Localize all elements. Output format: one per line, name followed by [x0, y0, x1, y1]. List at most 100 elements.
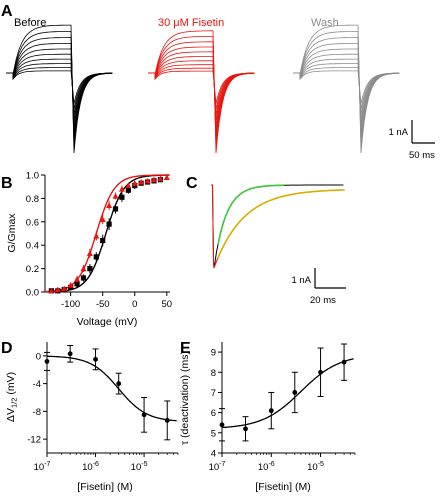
e-x-tick-label: 10-7	[209, 461, 226, 473]
fisetin-exponential-fit	[217, 189, 345, 259]
b-y-tick-label: 0.4	[26, 241, 39, 252]
data-point	[74, 281, 80, 287]
data-point	[44, 359, 50, 364]
data-point	[268, 408, 274, 414]
current-trace	[293, 43, 400, 137]
scale-bar-c: 1 nA 20 ms	[291, 268, 346, 306]
data-point	[150, 176, 157, 183]
data-point	[141, 412, 147, 418]
condition-before-label: Before	[14, 17, 46, 29]
current-trace	[148, 56, 255, 126]
data-point	[157, 175, 164, 182]
current-trace	[6, 43, 113, 137]
e-y-tick-label: 8	[211, 368, 216, 379]
b-x-axis-label: Voltage (mV)	[77, 316, 138, 328]
control-exponential-fit	[217, 184, 285, 245]
data-point	[116, 381, 122, 387]
data-point	[125, 182, 132, 189]
d-y-axis-label: ΔV1/2 (mV)	[5, 372, 19, 422]
panel-label-b: B	[1, 175, 13, 192]
data-point	[164, 417, 170, 423]
data-point	[163, 174, 170, 180]
data-point	[74, 276, 81, 282]
b-y-tick-label: 0.6	[26, 217, 39, 228]
scale-bar-c-current: 1 nA	[291, 275, 311, 286]
d-y-tick-label: -4	[33, 379, 41, 390]
scale-bar-a-current: 1 nA	[388, 127, 408, 138]
b-y-axis-label: G/Gmax	[6, 213, 18, 253]
e-y-tick-label: 9	[211, 348, 216, 359]
current-trace	[293, 24, 400, 154]
data-point	[112, 206, 119, 212]
data-point	[106, 221, 112, 227]
current-trace	[148, 60, 255, 121]
panel-label-c: C	[186, 175, 198, 192]
trace-families	[6, 24, 400, 154]
data-point	[54, 286, 61, 293]
b-y-tick-label: 0.2	[26, 264, 39, 275]
data-point	[144, 177, 151, 184]
d-x-tick-label: 10-6	[82, 461, 99, 473]
current-trace	[148, 30, 255, 154]
data-point	[80, 265, 87, 272]
b-y-tick-label: 0.0	[26, 288, 39, 299]
e-y-tick-label: 7	[211, 388, 216, 399]
data-point	[125, 187, 131, 193]
e-y-tick-label: 5	[211, 428, 216, 439]
panel-label-e: E	[180, 340, 191, 357]
e-x-axis-label: [Fisetin] (M)	[255, 481, 310, 493]
data-point	[100, 237, 106, 244]
b-y-tick-label: 0.8	[26, 194, 39, 205]
data-point	[112, 193, 119, 199]
condition-wash-label: Wash	[311, 17, 339, 29]
data-point	[93, 232, 100, 239]
data-point	[119, 194, 125, 200]
data-point	[67, 351, 73, 357]
condition-fisetin-label: 30 μM Fisetin	[158, 17, 224, 29]
data-point	[243, 426, 248, 432]
data-point	[93, 356, 98, 362]
data-point	[138, 179, 145, 185]
current-trace	[148, 51, 255, 132]
e-x-tick-label: 10-6	[258, 461, 275, 473]
current-trace	[6, 24, 113, 154]
e-y-axis-label: τ (deactivation) (ms)	[179, 351, 191, 445]
scale-bar-a-time: 50 ms	[409, 150, 435, 161]
data-point	[67, 281, 74, 288]
data-point	[99, 216, 106, 223]
d-y-tick-label: -12	[27, 435, 41, 446]
data-point	[219, 422, 225, 428]
panel-label-a: A	[1, 3, 13, 20]
data-point	[93, 254, 99, 260]
d-x-axis-label: [Fisetin] (M)	[77, 481, 132, 493]
panel-e-dose-response-tau: τ (deactivation) (ms) [Fisetin] (M) 4 5 6 7…	[179, 342, 356, 493]
b-x-tick-label: 0	[132, 299, 137, 310]
data-point	[118, 186, 125, 192]
data-point	[87, 266, 93, 272]
data-point	[131, 180, 138, 186]
scale-bar-c-time: 20 ms	[310, 295, 336, 306]
d-y-tick-label: 0	[36, 351, 41, 362]
boltzmann-fit-line	[45, 174, 170, 293]
d-x-tick-label: 10-5	[131, 461, 148, 473]
data-point	[48, 287, 55, 294]
current-trace	[148, 64, 255, 115]
panel-label-d: D	[1, 340, 13, 357]
panel-b-activation-curve: G/Gmax Voltage (mV) 0.0 0.2 0.4 0.6 0.8 1.0 -1…	[6, 171, 172, 329]
d-hill-fit-line	[47, 355, 177, 422]
e-y-tick-label: 4	[211, 449, 216, 460]
panel-a-current-traces: Before 30 μM Fisetin Wash 1 nA 50 ms	[6, 17, 435, 161]
e-y-tick-label: 6	[211, 408, 216, 419]
b-x-tick-label: -100	[61, 299, 80, 310]
d-y-tick-label: -8	[33, 407, 41, 418]
e-hill-fit-line	[221, 358, 354, 429]
panel-c-deactivation-traces: 1 nA 20 ms	[211, 184, 346, 306]
data-point	[341, 359, 347, 365]
boltzmann-fit-line	[44, 174, 170, 293]
data-point	[318, 369, 323, 375]
data-point	[80, 275, 87, 281]
data-point	[292, 390, 298, 395]
e-x-tick-label: 10-5	[307, 461, 324, 473]
d-x-tick-label: 10-7	[34, 461, 51, 473]
